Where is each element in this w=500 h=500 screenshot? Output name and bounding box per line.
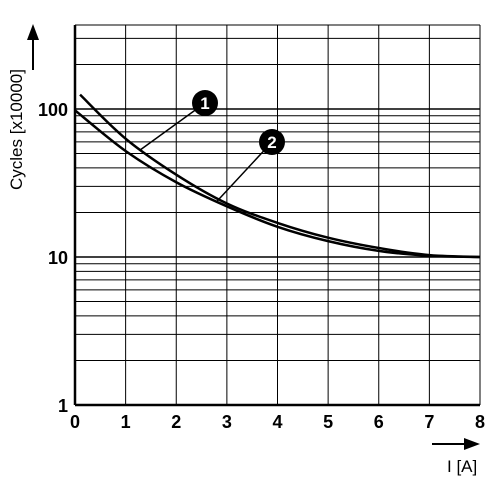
y-axis-arrow <box>27 24 39 70</box>
x-tick-label: 5 <box>323 412 333 432</box>
axes <box>73 25 480 407</box>
x-tick-label: 6 <box>374 412 384 432</box>
callout-label-1: 1 <box>200 94 209 113</box>
x-tick-label: 8 <box>475 412 485 432</box>
grid <box>74 24 481 406</box>
callout-leader-2 <box>216 141 273 203</box>
x-tick-label: 3 <box>222 412 232 432</box>
x-axis-arrow <box>432 438 480 450</box>
series-line-1 <box>79 93 481 259</box>
x-tick-label: 4 <box>272 412 282 432</box>
x-tick-label: 2 <box>171 412 181 432</box>
callouts: 12 <box>140 90 285 203</box>
callout-marker-2 <box>259 129 285 155</box>
callout-label-2: 2 <box>267 133 276 152</box>
x-tick-label: 7 <box>424 412 434 432</box>
y-tick-label: 10 <box>48 248 68 268</box>
y-axis-title: Cycles [x10000] <box>7 69 26 190</box>
x-tick-label: 0 <box>70 412 80 432</box>
y-tick-label: 100 <box>38 100 68 120</box>
x-axis-title: I [A] <box>447 457 477 476</box>
callout-marker-1 <box>192 90 218 116</box>
callout-leader-1 <box>140 102 206 151</box>
x-tick-label: 1 <box>121 412 131 432</box>
series-line-2 <box>74 109 481 259</box>
y-tick-label: 1 <box>58 396 68 416</box>
series-lines <box>74 93 481 259</box>
